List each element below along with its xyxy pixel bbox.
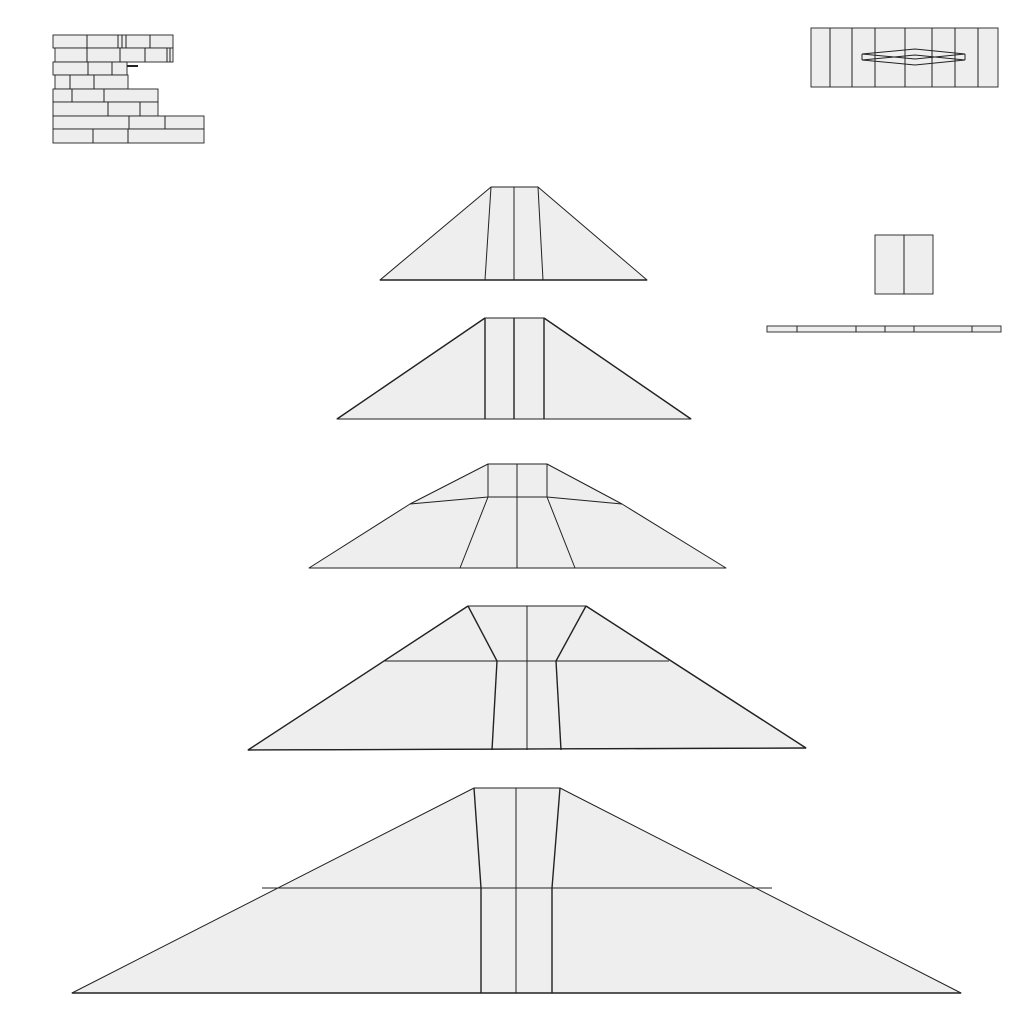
trapezoid-3	[308, 463, 727, 569]
square-block	[874, 234, 934, 295]
trapezoid-4	[247, 605, 807, 751]
trapezoid-2	[336, 317, 692, 420]
segmented-strip	[810, 27, 999, 88]
trapezoid-5	[71, 787, 962, 994]
brick-panel	[52, 34, 205, 144]
thin-bar	[766, 325, 1002, 333]
trapezoid-1	[379, 186, 648, 281]
